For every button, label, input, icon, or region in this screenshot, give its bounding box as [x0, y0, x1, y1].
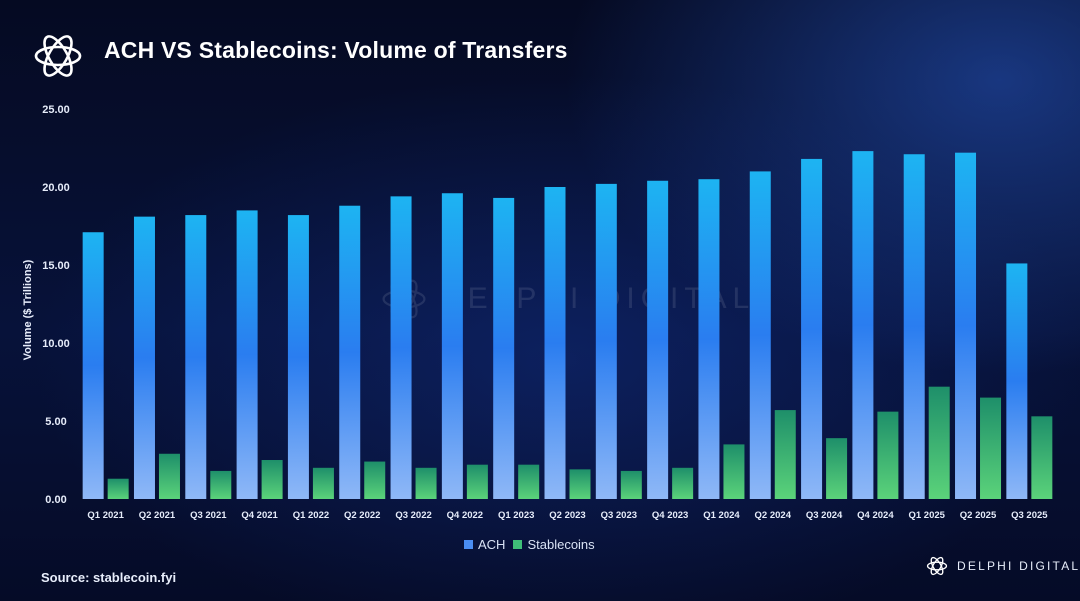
x-tick-label: Q3 2021: [190, 510, 227, 521]
ach-bar: [647, 180, 669, 499]
x-tick-label: Q1 2025: [908, 510, 945, 521]
brand-footer: DELPHI DIGITAL: [925, 554, 1080, 578]
legend-swatch-ach: [464, 540, 473, 549]
x-tick-label: Q2 2021: [139, 510, 176, 521]
x-tick-label: Q2 2025: [960, 510, 997, 521]
ach-bar: [133, 216, 155, 499]
stablecoins-bar: [620, 470, 642, 499]
ach-bar: [287, 215, 309, 499]
ach-bar: [441, 193, 463, 500]
legend-item-stablecoins: Stablecoins: [513, 537, 595, 552]
stablecoins-bar: [415, 467, 437, 499]
stablecoins-bar: [158, 453, 180, 499]
x-tick-label: Q2 2023: [549, 510, 585, 521]
brand-name: DELPHI DIGITAL: [957, 559, 1080, 573]
legend-label-stablecoins: Stablecoins: [527, 537, 595, 552]
watermark-text: DELPHI DIGITAL: [440, 282, 756, 315]
stablecoins-bar: [826, 438, 848, 499]
chart-title: ACH VS Stablecoins: Volume of Transfers: [104, 37, 568, 63]
legend-swatch-stablecoins: [513, 540, 523, 549]
stablecoins-bar: [261, 460, 283, 499]
stablecoins-bar: [980, 397, 1002, 499]
ach-bar: [544, 187, 566, 499]
x-tick-label: Q1 2021: [87, 510, 124, 521]
x-tick-label: Q4 2022: [447, 510, 483, 521]
ach-bar: [1006, 263, 1028, 499]
stablecoins-bar: [723, 444, 745, 499]
y-tick-label: 5.00: [45, 416, 66, 428]
stablecoins-bar: [774, 410, 796, 499]
source-note: Source: stablecoin.fyi: [41, 570, 177, 585]
legend-label-ach: ACH: [478, 537, 506, 552]
ach-bar: [185, 215, 207, 499]
stablecoins-bar: [312, 467, 334, 499]
x-tick-label: Q3 2022: [395, 510, 431, 521]
x-tick-label: Q1 2023: [498, 510, 534, 521]
x-tick-label: Q1 2024: [703, 510, 740, 521]
y-axis-title: Volume ($ Trillions): [22, 259, 34, 360]
ach-bar: [903, 154, 925, 500]
ach-bar: [801, 158, 823, 500]
y-tick-label: 10.00: [42, 338, 70, 350]
x-tick-label: Q3 2025: [1011, 510, 1048, 521]
brand-logo-icon: [34, 35, 82, 77]
stablecoins-bar: [210, 470, 232, 499]
ach-bar: [749, 171, 771, 499]
stablecoins-bar: [672, 467, 694, 499]
y-tick-label: 15.00: [42, 260, 70, 272]
x-tick-label: Q1 2022: [293, 510, 329, 521]
stablecoins-bar: [107, 478, 129, 499]
ach-bar: [852, 151, 874, 499]
ach-bar: [955, 152, 977, 499]
stablecoins-bar: [928, 386, 950, 499]
stablecoins-bar: [466, 464, 488, 499]
ach-bar: [236, 210, 258, 499]
x-tick-label: Q2 2024: [755, 510, 792, 521]
ach-bar: [698, 179, 720, 499]
chart-legend: ACH Stablecoins: [464, 537, 595, 552]
x-tick-label: Q2 2022: [344, 510, 380, 521]
ach-bar: [493, 197, 515, 500]
ach-bar: [339, 205, 361, 499]
legend-item-ach: ACH: [464, 537, 505, 552]
stablecoins-bar: [569, 469, 591, 499]
x-tick-label: Q4 2021: [241, 510, 278, 521]
ach-bar: [595, 183, 617, 499]
ach-bar: [82, 232, 104, 500]
y-tick-label: 0.00: [45, 494, 66, 506]
y-tick-label: 20.00: [42, 182, 70, 194]
y-tick-label: 25.00: [42, 104, 70, 116]
stablecoins-bar: [1031, 416, 1053, 499]
watermark: DELPHI DIGITAL: [378, 273, 755, 325]
stablecoins-bar: [877, 411, 899, 499]
x-tick-label: Q4 2024: [857, 510, 894, 521]
stablecoins-bar: [364, 461, 386, 499]
ach-bar: [390, 196, 412, 500]
x-tick-label: Q3 2024: [806, 510, 843, 521]
x-tick-label: Q4 2023: [652, 510, 688, 521]
brand-footer-logo-icon: [926, 556, 948, 576]
x-tick-label: Q3 2023: [601, 510, 637, 521]
stablecoins-bar: [518, 464, 540, 499]
